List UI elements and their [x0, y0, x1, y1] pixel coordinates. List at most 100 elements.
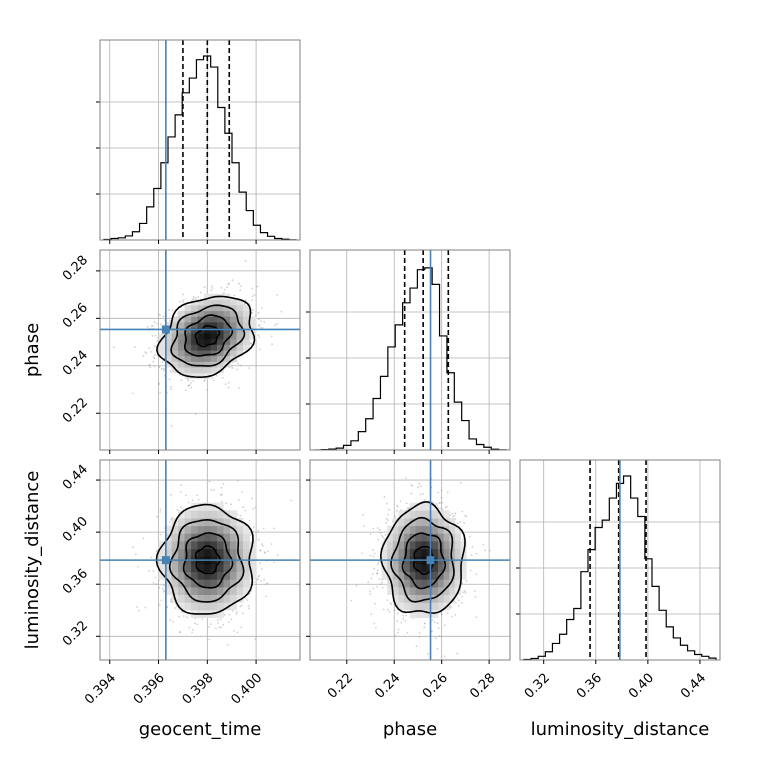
density-block	[204, 316, 211, 323]
sample-point	[260, 320, 262, 323]
sample-point	[488, 549, 491, 552]
density-block	[409, 602, 416, 611]
density-block	[165, 541, 172, 550]
sample-point	[191, 499, 194, 502]
density-block	[409, 609, 416, 618]
ytick-label-phase: 0.26	[60, 300, 91, 331]
density-block	[243, 305, 250, 312]
density-block	[230, 338, 237, 345]
sample-point	[252, 581, 255, 583]
sample-point	[222, 292, 225, 294]
density-block	[460, 564, 467, 573]
sample-point	[160, 323, 162, 326]
sample-point	[249, 342, 252, 345]
sample-point	[162, 315, 165, 317]
sample-point	[418, 632, 421, 634]
density-block	[191, 564, 198, 573]
density-block	[230, 316, 237, 323]
xtick-label-geocent-time: 0.398	[180, 671, 217, 708]
density-block	[421, 502, 428, 511]
density-block	[204, 293, 211, 300]
density-block	[204, 541, 211, 550]
density-block	[409, 510, 416, 519]
density-block	[184, 594, 192, 603]
density-block	[404, 533, 411, 542]
sample-point	[239, 514, 242, 517]
sample-point	[249, 342, 252, 345]
density-block	[197, 586, 205, 595]
density-block	[432, 602, 439, 611]
density-block	[171, 350, 179, 357]
sample-point	[372, 527, 375, 530]
sample-point	[228, 282, 230, 285]
sample-point	[149, 366, 152, 369]
sample-point	[441, 613, 444, 615]
sample-point	[373, 622, 376, 625]
sample-point	[215, 374, 218, 377]
density-block	[387, 533, 394, 542]
sample-point	[418, 482, 420, 485]
sample-point	[170, 388, 173, 391]
sample-point	[135, 553, 137, 556]
sample-point	[225, 502, 228, 505]
density-block	[421, 579, 428, 588]
sample-point	[159, 314, 161, 316]
sample-point	[163, 584, 165, 587]
sample-point	[174, 607, 177, 609]
density-block	[409, 579, 416, 588]
density-block	[165, 355, 172, 362]
sample-point	[236, 611, 238, 613]
sample-point	[180, 379, 183, 382]
sample-point	[438, 635, 441, 637]
density-block	[387, 579, 394, 588]
density-block	[184, 533, 192, 542]
density-block	[415, 518, 422, 527]
density-block	[409, 564, 416, 573]
sample-point	[256, 285, 259, 288]
sample-point	[204, 378, 206, 381]
density-block	[197, 548, 205, 557]
density-block	[197, 602, 205, 611]
density-block	[230, 586, 237, 595]
density-block	[197, 525, 205, 534]
sample-point	[465, 580, 468, 582]
density-block	[165, 350, 172, 357]
sample-point	[453, 514, 456, 517]
density-block	[210, 571, 218, 580]
sample-point	[383, 538, 386, 541]
hist-phase-frame	[309, 249, 511, 451]
sample-point	[246, 599, 249, 601]
density-block	[197, 367, 205, 374]
density-block	[387, 541, 394, 550]
sample-point	[132, 546, 134, 549]
density-block	[184, 305, 192, 312]
density-block	[223, 355, 231, 362]
sample-point	[226, 286, 229, 289]
density-block	[421, 609, 428, 618]
xtick-label-luminosity-distance: 0.36	[574, 671, 605, 702]
density-block	[204, 344, 211, 351]
density-block	[438, 533, 444, 542]
sample-point	[405, 614, 407, 617]
density-block	[210, 579, 218, 588]
density-block	[392, 548, 399, 557]
density-block	[171, 361, 179, 368]
sample-point	[387, 608, 389, 611]
density-block	[454, 564, 461, 573]
density-block	[197, 579, 205, 588]
sample-point	[156, 549, 159, 552]
sample-point	[370, 577, 373, 580]
density-block	[230, 310, 237, 317]
density-block	[426, 525, 433, 534]
sample-point	[252, 508, 255, 510]
sample-point	[260, 568, 263, 571]
sample-point	[196, 494, 199, 496]
sample-point	[254, 638, 257, 640]
density-block	[443, 564, 450, 573]
sample-point	[112, 346, 115, 349]
sample-point	[380, 534, 383, 537]
density-block	[432, 579, 439, 588]
sample-point	[431, 630, 433, 633]
density-block	[217, 525, 224, 534]
density-block	[387, 548, 394, 557]
